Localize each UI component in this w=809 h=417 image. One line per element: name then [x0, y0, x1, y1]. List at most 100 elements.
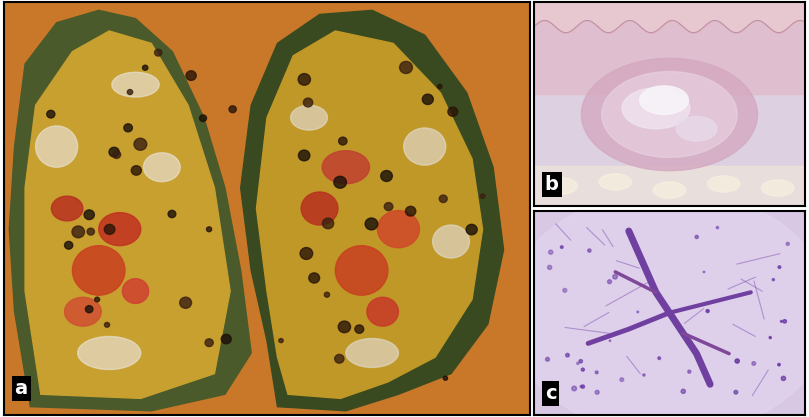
Ellipse shape: [703, 271, 705, 273]
Ellipse shape: [579, 359, 582, 363]
Ellipse shape: [439, 195, 447, 203]
Ellipse shape: [565, 353, 570, 357]
Ellipse shape: [438, 84, 442, 88]
Ellipse shape: [299, 150, 310, 161]
Ellipse shape: [769, 337, 771, 339]
Ellipse shape: [658, 357, 661, 359]
Ellipse shape: [65, 297, 101, 326]
Ellipse shape: [73, 246, 125, 295]
Polygon shape: [9, 10, 251, 411]
Ellipse shape: [335, 246, 388, 295]
Ellipse shape: [84, 210, 95, 220]
Ellipse shape: [577, 362, 579, 364]
Ellipse shape: [339, 137, 347, 145]
Ellipse shape: [143, 153, 180, 182]
Ellipse shape: [355, 325, 364, 333]
Ellipse shape: [433, 225, 469, 258]
Ellipse shape: [544, 178, 578, 194]
Ellipse shape: [112, 72, 159, 97]
Ellipse shape: [229, 106, 236, 113]
Ellipse shape: [322, 151, 370, 184]
Ellipse shape: [781, 320, 782, 322]
Text: a: a: [15, 379, 28, 398]
Text: b: b: [544, 175, 559, 194]
Ellipse shape: [366, 297, 399, 326]
Ellipse shape: [87, 228, 95, 235]
Ellipse shape: [481, 194, 485, 198]
Ellipse shape: [365, 218, 378, 230]
Ellipse shape: [620, 378, 624, 382]
Ellipse shape: [676, 116, 717, 141]
Ellipse shape: [545, 357, 549, 361]
Ellipse shape: [338, 321, 350, 333]
Ellipse shape: [122, 279, 149, 304]
Ellipse shape: [637, 311, 638, 313]
Ellipse shape: [786, 242, 790, 245]
Ellipse shape: [681, 389, 685, 393]
Ellipse shape: [688, 370, 691, 373]
Ellipse shape: [706, 309, 709, 312]
Ellipse shape: [599, 174, 632, 190]
Ellipse shape: [572, 386, 577, 391]
Ellipse shape: [466, 224, 477, 235]
Ellipse shape: [422, 94, 434, 105]
Ellipse shape: [180, 297, 192, 308]
Ellipse shape: [279, 339, 283, 343]
Ellipse shape: [752, 362, 756, 365]
Ellipse shape: [127, 90, 133, 95]
Ellipse shape: [506, 190, 809, 417]
Ellipse shape: [299, 73, 311, 85]
Ellipse shape: [695, 235, 698, 239]
Ellipse shape: [334, 176, 346, 188]
Ellipse shape: [303, 98, 313, 107]
Ellipse shape: [206, 227, 212, 232]
Ellipse shape: [52, 196, 83, 221]
Ellipse shape: [104, 224, 115, 234]
Ellipse shape: [200, 115, 206, 121]
Ellipse shape: [99, 213, 141, 246]
Ellipse shape: [65, 241, 73, 249]
Ellipse shape: [205, 339, 214, 347]
Ellipse shape: [221, 334, 231, 344]
Ellipse shape: [134, 138, 146, 150]
Ellipse shape: [781, 376, 786, 381]
Ellipse shape: [78, 337, 141, 369]
Ellipse shape: [168, 210, 176, 218]
Ellipse shape: [301, 192, 338, 225]
Ellipse shape: [381, 171, 392, 181]
Ellipse shape: [72, 226, 84, 238]
Ellipse shape: [612, 274, 617, 279]
Ellipse shape: [582, 58, 757, 171]
Ellipse shape: [322, 218, 334, 229]
Ellipse shape: [640, 86, 688, 115]
Ellipse shape: [384, 203, 393, 211]
Ellipse shape: [587, 249, 591, 252]
Ellipse shape: [324, 292, 329, 297]
Ellipse shape: [609, 340, 611, 342]
Polygon shape: [241, 10, 503, 411]
Ellipse shape: [783, 319, 786, 323]
Ellipse shape: [548, 265, 552, 269]
Ellipse shape: [707, 176, 740, 192]
Ellipse shape: [377, 211, 420, 248]
Ellipse shape: [86, 306, 93, 313]
Ellipse shape: [300, 248, 313, 259]
Ellipse shape: [761, 180, 794, 196]
Ellipse shape: [553, 391, 557, 394]
Ellipse shape: [642, 374, 645, 376]
Ellipse shape: [595, 371, 598, 374]
Ellipse shape: [404, 128, 446, 165]
Ellipse shape: [309, 273, 320, 283]
Ellipse shape: [131, 166, 142, 175]
Ellipse shape: [443, 376, 447, 380]
Polygon shape: [256, 31, 482, 398]
Ellipse shape: [581, 385, 585, 388]
Ellipse shape: [400, 61, 413, 73]
Ellipse shape: [345, 339, 398, 367]
Ellipse shape: [735, 359, 739, 363]
Ellipse shape: [290, 105, 328, 130]
Ellipse shape: [608, 280, 612, 284]
Ellipse shape: [561, 246, 563, 249]
Ellipse shape: [155, 49, 162, 56]
Ellipse shape: [653, 182, 686, 198]
